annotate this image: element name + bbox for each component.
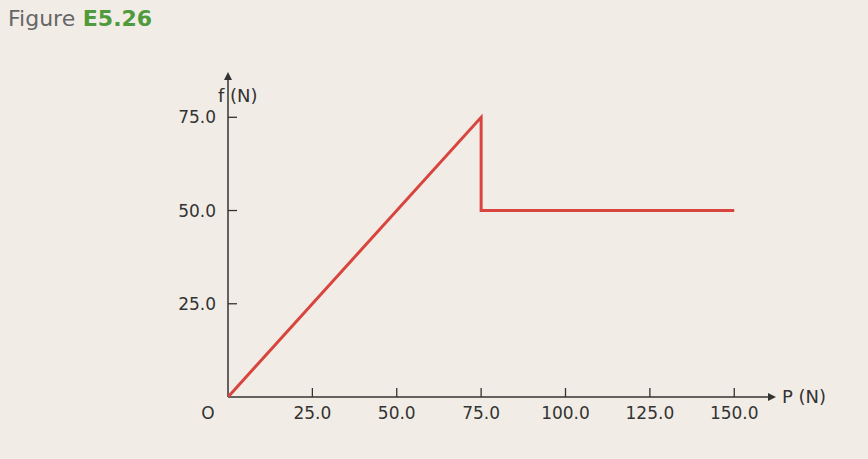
y-axis <box>227 80 229 397</box>
y-tick <box>228 117 237 118</box>
title-part: E5.26 <box>75 6 152 31</box>
y-tick <box>228 210 237 211</box>
x-tick <box>649 388 650 397</box>
title: Figure E5.26 <box>8 6 152 31</box>
x-tick <box>480 388 481 397</box>
x-tick <box>312 388 313 397</box>
y-tick-label: 25.0 <box>178 294 216 314</box>
chart: Figure E5.26 25.0 50.0 75.0 100.0 125.0 150.0 2… <box>0 0 868 459</box>
y-tick-label: 75.0 <box>178 107 216 127</box>
x-tick-label: 100.0 <box>541 403 590 423</box>
origin-label: O <box>201 403 214 423</box>
x-axis-label: P (N) <box>782 386 826 407</box>
title-part: Figure <box>8 6 75 31</box>
plot-area <box>228 117 734 397</box>
series-line <box>228 117 734 397</box>
y-arrow <box>224 72 232 80</box>
x-tick <box>396 388 397 397</box>
x-tick-label: 25.0 <box>293 403 331 423</box>
x-axis <box>228 396 768 398</box>
y-tick-label: 50.0 <box>178 201 216 221</box>
x-tick <box>734 388 735 397</box>
y-axis-label: f (N) <box>218 85 258 106</box>
x-tick-label: 150.0 <box>710 403 759 423</box>
x-tick-label: 75.0 <box>462 403 500 423</box>
x-tick <box>565 388 566 397</box>
y-tick <box>228 303 237 304</box>
x-tick-label: 50.0 <box>378 403 416 423</box>
x-tick-label: 125.0 <box>626 403 675 423</box>
x-arrow <box>768 393 776 401</box>
